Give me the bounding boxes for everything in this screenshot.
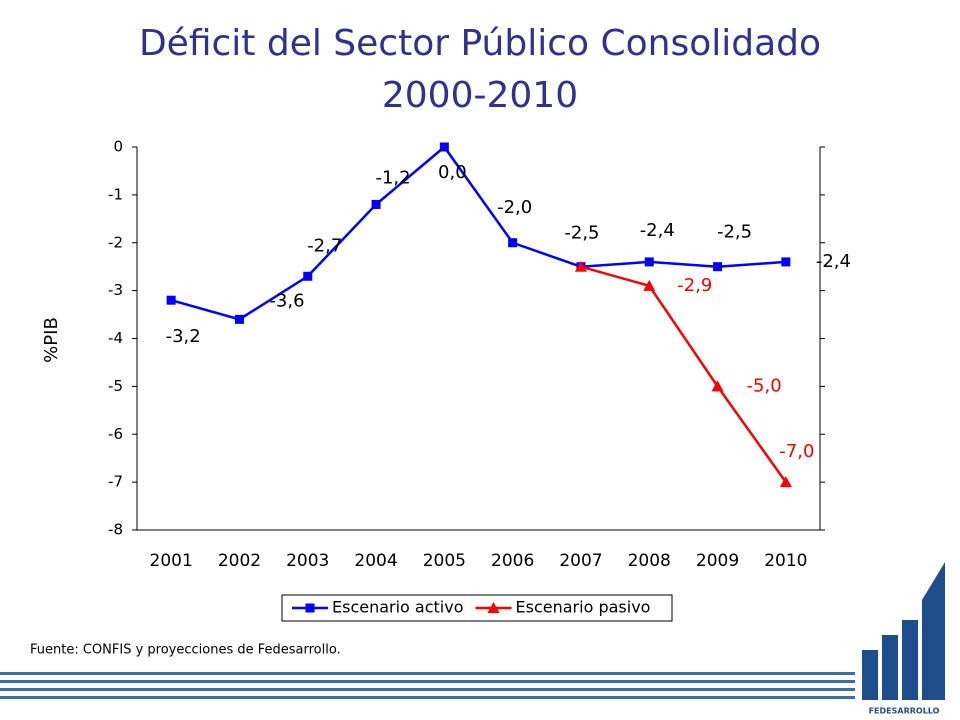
marker <box>643 279 656 291</box>
y-tick-label: 0 <box>113 138 123 156</box>
marker <box>713 262 723 272</box>
marker <box>303 271 313 281</box>
marker <box>508 238 518 248</box>
data-label: -2,0 <box>497 197 532 218</box>
y-tick-label: -2 <box>108 233 123 251</box>
data-label: -7,0 <box>779 441 814 462</box>
y-tick-label: -3 <box>108 281 123 299</box>
marker <box>644 257 654 267</box>
stripe <box>0 680 855 683</box>
stripe <box>0 672 855 675</box>
x-tick-label: 2004 <box>354 551 397 571</box>
logo: FEDESARROLLO <box>862 562 945 716</box>
data-label: -2,9 <box>677 275 712 296</box>
data-label: -5,0 <box>747 375 782 396</box>
legend-label: Escenario activo <box>332 598 464 617</box>
source-note: Fuente: CONFIS y proyecciones de Fedesar… <box>30 643 341 658</box>
chart-subtitle: 2000-2010 <box>382 75 578 116</box>
x-tick-label: 2008 <box>628 551 671 571</box>
x-tick-label: 2006 <box>491 551 534 571</box>
data-label: -3,2 <box>166 326 201 347</box>
legend-marker <box>305 603 315 613</box>
chart-title: Déficit del Sector Público Consolidado <box>139 23 821 64</box>
marker <box>371 199 381 209</box>
stripe <box>0 688 855 691</box>
series-line <box>170 145 786 321</box>
data-label: -2,7 <box>307 235 342 256</box>
y-tick-label: -5 <box>108 377 123 395</box>
logo-bar <box>862 650 878 700</box>
x-tick-label: 2009 <box>696 551 739 571</box>
y-tick-label: -7 <box>108 473 123 491</box>
marker <box>439 142 449 152</box>
marker <box>711 380 724 392</box>
data-label: -1,2 <box>375 167 410 188</box>
data-label: -2,5 <box>564 223 599 244</box>
data-label: -2,5 <box>717 222 752 243</box>
y-tick-label: -1 <box>108 185 123 203</box>
stripe <box>0 696 855 699</box>
x-tick-label: 2003 <box>286 551 329 571</box>
marker <box>781 257 791 267</box>
data-label: -2,4 <box>640 220 675 241</box>
legend-marker <box>487 602 500 613</box>
x-tick-label: 2010 <box>764 551 807 571</box>
marker <box>234 314 244 324</box>
legend-label: Escenario pasivo <box>516 598 651 617</box>
y-tick-label: -6 <box>108 425 123 443</box>
data-label: 0,0 <box>438 162 467 183</box>
x-tick-label: 2002 <box>218 551 261 571</box>
x-tick-label: 2005 <box>423 551 466 571</box>
data-label: -3,6 <box>269 290 304 311</box>
y-tick-label: -8 <box>108 521 123 539</box>
data-label: -2,4 <box>816 251 851 272</box>
y-axis-label: %PIB <box>41 317 62 363</box>
logo-text: FEDESARROLLO <box>869 707 940 716</box>
x-tick-label: 2007 <box>559 551 602 571</box>
logo-bar <box>922 562 945 700</box>
marker <box>166 295 176 305</box>
y-tick-label: -4 <box>108 329 123 347</box>
logo-bar <box>882 635 898 700</box>
marker <box>779 476 792 488</box>
footer-stripes <box>0 672 855 699</box>
series-line <box>580 265 787 483</box>
logo-bar <box>902 620 918 700</box>
marker <box>574 260 587 272</box>
x-tick-label: 2001 <box>150 551 193 571</box>
